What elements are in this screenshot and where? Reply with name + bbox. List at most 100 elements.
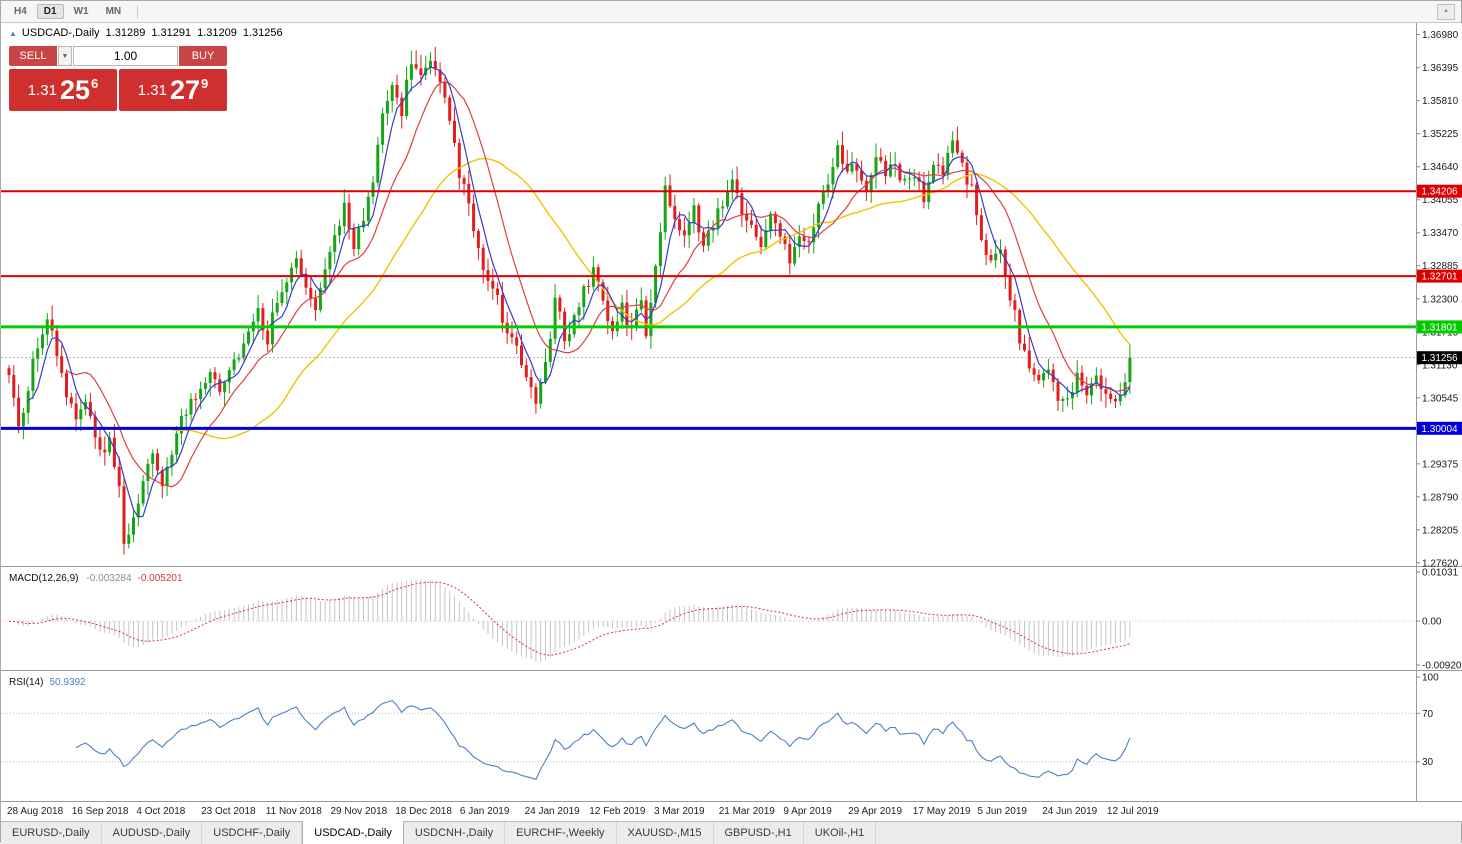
chart-symbol-label: USDCAD-,Daily	[21, 27, 100, 39]
price-tag-1.34206[interactable]: 1.34206	[1417, 184, 1462, 198]
svg-text:1.34206: 1.34206	[1421, 187, 1458, 198]
chart-title: ▲ USDCAD-,Daily 1.31289 1.31291 1.31209 1.3…	[9, 27, 283, 39]
svg-text:1.36980: 1.36980	[1422, 30, 1459, 41]
ohlc-value: 1.31289	[105, 27, 146, 39]
ohlc-value: 1.31209	[197, 27, 237, 39]
sell-price-base: 1.31	[27, 81, 57, 99]
price-tag-1.32701[interactable]: 1.32701	[1417, 269, 1462, 283]
chart-collapse-icon[interactable]: ▲	[9, 28, 17, 38]
candlesticks	[7, 46, 1132, 555]
macd-histogram	[13, 579, 1131, 662]
timeframe-button-d1[interactable]: D1	[36, 4, 64, 19]
macd-axis-label: 0.00	[1422, 617, 1442, 628]
chart-tabs-bar: EURUSD-,Daily AUDUSD-,Daily USDCHF-,Daily U…	[1, 821, 1461, 844]
rsi-indicator-label: RSI(14) 50.9392	[9, 677, 86, 688]
macd-indicator-label: MACD(12,26,9) -0.003284 -0.005201	[9, 573, 183, 584]
ohlc-value: 1.31291	[151, 27, 192, 39]
macd-axis-label: 0.01031	[1422, 568, 1459, 579]
rsi-axis-label: 100	[1422, 673, 1439, 684]
price-tag-1.31256[interactable]: 1.31256	[1417, 351, 1462, 365]
svg-text:1.34055: 1.34055	[1422, 195, 1459, 206]
rsi-axis-label: 70	[1422, 709, 1434, 720]
moving-average-5-line	[27, 66, 1131, 518]
svg-text:1.30004: 1.30004	[1421, 424, 1458, 435]
svg-text:16 Sep 2018: 16 Sep 2018	[72, 806, 129, 817]
svg-text:18 Dec 2018: 18 Dec 2018	[395, 806, 452, 817]
date-axis: 28 Aug 2018 16 Sep 2018 4 Oct 2018 23 Oct 2…	[7, 806, 1159, 817]
svg-text:29 Nov 2018: 29 Nov 2018	[331, 806, 388, 817]
svg-text:12 Jul 2019: 12 Jul 2019	[1107, 806, 1159, 817]
timeframe-button-w1[interactable]: W1	[73, 6, 89, 17]
svg-text:6 Jan 2019: 6 Jan 2019	[460, 806, 510, 817]
svg-text:9 Apr 2019: 9 Apr 2019	[783, 806, 832, 817]
rsi-line	[75, 699, 1131, 781]
svg-text:21 Mar 2019: 21 Mar 2019	[719, 806, 776, 817]
toolbar: H4 D1 W1 MN ▴	[1, 1, 1461, 23]
tab-gbpusd-h1[interactable]: GBPUSD-,H1	[714, 822, 804, 844]
svg-text:1.34640: 1.34640	[1422, 162, 1459, 173]
svg-text:29 Apr 2019: 29 Apr 2019	[848, 806, 902, 817]
volume-dropdown-icon[interactable]: ▼	[58, 46, 72, 66]
chart-background	[1, 23, 1462, 821]
timeframe-button-h4[interactable]: H4	[14, 6, 27, 17]
sell-price-pips: 25	[59, 74, 90, 105]
svg-text:1.35810: 1.35810	[1422, 96, 1459, 107]
buy-button[interactable]: BUY	[179, 46, 227, 66]
buy-price-pips: 27	[169, 74, 200, 105]
rsi-axis-label: 30	[1422, 757, 1434, 768]
toolbar-divider	[137, 4, 139, 19]
macd-axis-label: -0.00920	[1422, 661, 1462, 672]
tab-usdcnh-daily[interactable]: USDCNH-,Daily	[404, 822, 506, 844]
svg-text:1.35225: 1.35225	[1422, 129, 1459, 140]
macd-signal-line	[8, 581, 1131, 656]
svg-text:1.28205: 1.28205	[1422, 525, 1459, 536]
svg-text:11 Nov 2018: 11 Nov 2018	[266, 806, 322, 817]
tab-usdcad-daily[interactable]: USDCAD-,Daily	[302, 821, 404, 844]
svg-text:1.31256: 1.31256	[1421, 353, 1458, 364]
svg-text:1.36395: 1.36395	[1422, 63, 1459, 74]
svg-text:12 Feb 2019: 12 Feb 2019	[589, 806, 646, 817]
tab-eurchf-weekly[interactable]: EURCHF-,Weekly	[505, 822, 617, 844]
volume-input[interactable]: 1.00	[73, 46, 178, 66]
buy-price-sup: 9	[201, 75, 209, 91]
svg-text:1.29375: 1.29375	[1422, 459, 1459, 470]
toolbar-corner-icon[interactable]: ▴	[1437, 3, 1455, 20]
svg-text:17 May 2019: 17 May 2019	[913, 806, 971, 817]
svg-text:24 Jan 2019: 24 Jan 2019	[525, 806, 580, 817]
buy-price-button[interactable]: 1.31 27 9	[119, 69, 227, 111]
tab-usdchf-daily[interactable]: USDCHF-,Daily	[202, 822, 303, 844]
svg-text:1.28790: 1.28790	[1422, 492, 1459, 503]
svg-text:1.27620: 1.27620	[1422, 558, 1459, 569]
trade-controls-row: SELL ▼ 1.00 BUY	[9, 46, 227, 66]
tab-xauusd-m15[interactable]: XAUUSD-,M15	[617, 822, 714, 844]
ohlc-value: 1.31256	[242, 27, 283, 39]
chart-ohlc-values: 1.31289 1.31291 1.31209 1.31256	[100, 27, 283, 39]
tab-ukoil-h1[interactable]: UKOil-,H1	[804, 822, 877, 844]
svg-text:28 Aug 2018: 28 Aug 2018	[7, 806, 64, 817]
timeframe-buttons: H4 D1 W1 MN	[7, 4, 131, 19]
chart-canvas[interactable]: 1.36980 1.36395 1.35810 1.35225 1.34640 1.340…	[1, 23, 1462, 821]
svg-text:1.33470: 1.33470	[1422, 228, 1459, 239]
sell-price-button[interactable]: 1.31 25 6	[9, 69, 117, 111]
moving-average-34-line	[166, 157, 1131, 440]
svg-text:5 Jun 2019: 5 Jun 2019	[978, 806, 1028, 817]
svg-text:1.32701: 1.32701	[1421, 272, 1458, 283]
svg-text:1.31801: 1.31801	[1421, 322, 1458, 333]
buy-price-base: 1.31	[137, 81, 167, 99]
svg-text:1.30545: 1.30545	[1422, 393, 1459, 404]
tab-audusd-daily[interactable]: AUDUSD-,Daily	[102, 822, 203, 844]
svg-text:4 Oct 2018: 4 Oct 2018	[136, 806, 185, 817]
price-tag-1.30004[interactable]: 1.30004	[1417, 421, 1462, 435]
svg-text:23 Oct 2018: 23 Oct 2018	[201, 806, 256, 817]
svg-text:24 Jun 2019: 24 Jun 2019	[1042, 806, 1097, 817]
trade-prices-row: 1.31 25 6 1.31 27 9	[9, 69, 227, 111]
moving-average-13-line	[66, 81, 1131, 488]
sell-price-sup: 6	[91, 75, 99, 91]
sell-button[interactable]: SELL	[9, 46, 57, 66]
svg-text:1.32885: 1.32885	[1422, 261, 1459, 272]
svg-text:3 Mar 2019: 3 Mar 2019	[654, 806, 705, 817]
timeframe-button-mn[interactable]: MN	[105, 6, 122, 17]
tab-eurusd-daily[interactable]: EURUSD-,Daily	[1, 822, 102, 844]
price-tag-1.31801[interactable]: 1.31801	[1417, 320, 1462, 334]
